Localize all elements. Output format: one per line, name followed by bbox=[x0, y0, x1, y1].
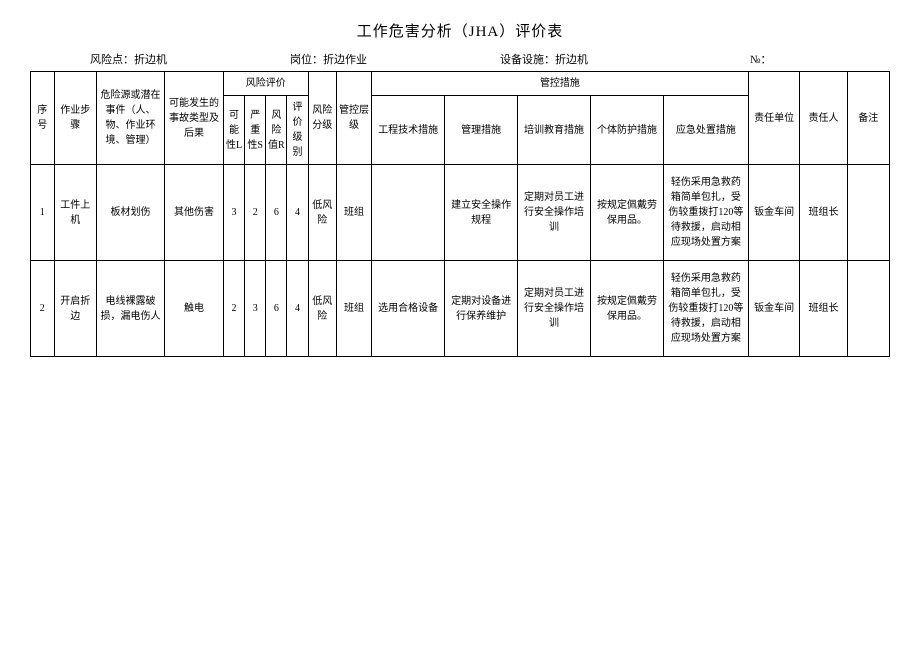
cell-unit: 钣金车间 bbox=[748, 165, 800, 261]
col-mgmt: 管理措施 bbox=[445, 96, 518, 165]
cell-S: 2 bbox=[245, 165, 266, 261]
cell-risk-class: 低风险 bbox=[308, 261, 336, 357]
cell-seq: 1 bbox=[31, 165, 55, 261]
cell-level: 4 bbox=[287, 261, 308, 357]
cell-ctrl-level: 班组 bbox=[336, 261, 371, 357]
cell-L: 3 bbox=[223, 165, 244, 261]
cell-hazard: 电线裸露破损，漏电伤人 bbox=[96, 261, 164, 357]
col-emergency: 应急处置措施 bbox=[663, 96, 748, 165]
cell-person: 班组长 bbox=[800, 261, 847, 357]
cell-eng bbox=[372, 165, 445, 261]
col-unit: 责任单位 bbox=[748, 72, 800, 165]
cell-seq: 2 bbox=[31, 261, 55, 357]
col-risk-eval: 风险评价 bbox=[223, 72, 308, 96]
col-L: 可能性L bbox=[223, 96, 244, 165]
cell-step: 开启折边 bbox=[54, 261, 96, 357]
position: 岗位：折边作业 bbox=[290, 51, 500, 67]
cell-eng: 选用合格设备 bbox=[372, 261, 445, 357]
cell-level: 4 bbox=[287, 165, 308, 261]
cell-mgmt: 定期对设备进行保养维护 bbox=[445, 261, 518, 357]
col-person: 责任人 bbox=[800, 72, 847, 165]
cell-ppe: 按规定佩戴劳保用品。 bbox=[591, 261, 664, 357]
cell-training: 定期对员工进行安全操作培训 bbox=[518, 261, 591, 357]
cell-person: 班组长 bbox=[800, 165, 847, 261]
jha-table: 序号 作业步骤 危险源或潜在事件（人、物、作业环境、管理） 可能发生的事故类型及… bbox=[30, 71, 890, 357]
cell-L: 2 bbox=[223, 261, 244, 357]
cell-R: 6 bbox=[266, 165, 287, 261]
col-step: 作业步骤 bbox=[54, 72, 96, 165]
cell-unit: 钣金车间 bbox=[748, 261, 800, 357]
col-hazard: 危险源或潜在事件（人、物、作业环境、管理） bbox=[96, 72, 164, 165]
number-label: №： bbox=[750, 54, 772, 66]
cell-R: 6 bbox=[266, 261, 287, 357]
cell-mgmt: 建立安全操作规程 bbox=[445, 165, 518, 261]
risk-point: 风险点：折边机 bbox=[90, 51, 290, 67]
cell-emergency: 轻伤采用急救药箱简单包扎，受伤较重拨打120等待救援，启动相应现场处置方案 bbox=[663, 165, 748, 261]
cell-hazard: 板材划伤 bbox=[96, 165, 164, 261]
col-R: 风险值R bbox=[266, 96, 287, 165]
col-accident: 可能发生的事故类型及后果 bbox=[165, 72, 224, 165]
cell-accident: 触电 bbox=[165, 261, 224, 357]
cell-risk-class: 低风险 bbox=[308, 165, 336, 261]
equipment-label: 设备设施： bbox=[500, 54, 555, 66]
equipment: 设备设施：折边机 bbox=[500, 51, 750, 67]
position-label: 岗位： bbox=[290, 54, 323, 66]
col-risk-class: 风险分级 bbox=[308, 72, 336, 165]
cell-training: 定期对员工进行安全操作培训 bbox=[518, 165, 591, 261]
table-row: 2 开启折边 电线裸露破损，漏电伤人 触电 2 3 6 4 低风险 班组 选用合… bbox=[31, 261, 890, 357]
col-ppe: 个体防护措施 bbox=[591, 96, 664, 165]
position-value: 折边作业 bbox=[323, 54, 367, 66]
cell-ppe: 按规定佩戴劳保用品。 bbox=[591, 165, 664, 261]
cell-accident: 其他伤害 bbox=[165, 165, 224, 261]
cell-emergency: 轻伤采用急救药箱简单包扎，受伤较重拨打120等待救援，启动相应现场处置方案 bbox=[663, 261, 748, 357]
col-seq: 序号 bbox=[31, 72, 55, 165]
table-body: 1 工件上机 板材划伤 其他伤害 3 2 6 4 低风险 班组 建立安全操作规程… bbox=[31, 165, 890, 357]
cell-note bbox=[847, 261, 889, 357]
number: №： bbox=[750, 51, 772, 67]
col-ctrl-level: 管控层级 bbox=[336, 72, 371, 165]
col-level: 评价级别 bbox=[287, 96, 308, 165]
page-title: 工作危害分析（JHA）评价表 bbox=[30, 20, 890, 41]
col-note: 备注 bbox=[847, 72, 889, 165]
meta-header: 风险点：折边机 岗位：折边作业 设备设施：折边机 №： bbox=[30, 51, 890, 67]
col-training: 培训教育措施 bbox=[518, 96, 591, 165]
cell-note bbox=[847, 165, 889, 261]
col-S: 严重性S bbox=[245, 96, 266, 165]
table-row: 1 工件上机 板材划伤 其他伤害 3 2 6 4 低风险 班组 建立安全操作规程… bbox=[31, 165, 890, 261]
equipment-value: 折边机 bbox=[555, 54, 588, 66]
cell-S: 3 bbox=[245, 261, 266, 357]
risk-point-value: 折边机 bbox=[134, 54, 167, 66]
risk-point-label: 风险点： bbox=[90, 54, 134, 66]
col-eng: 工程技术措施 bbox=[372, 96, 445, 165]
cell-ctrl-level: 班组 bbox=[336, 165, 371, 261]
col-ctrl-measures: 管控措施 bbox=[372, 72, 749, 96]
cell-step: 工件上机 bbox=[54, 165, 96, 261]
